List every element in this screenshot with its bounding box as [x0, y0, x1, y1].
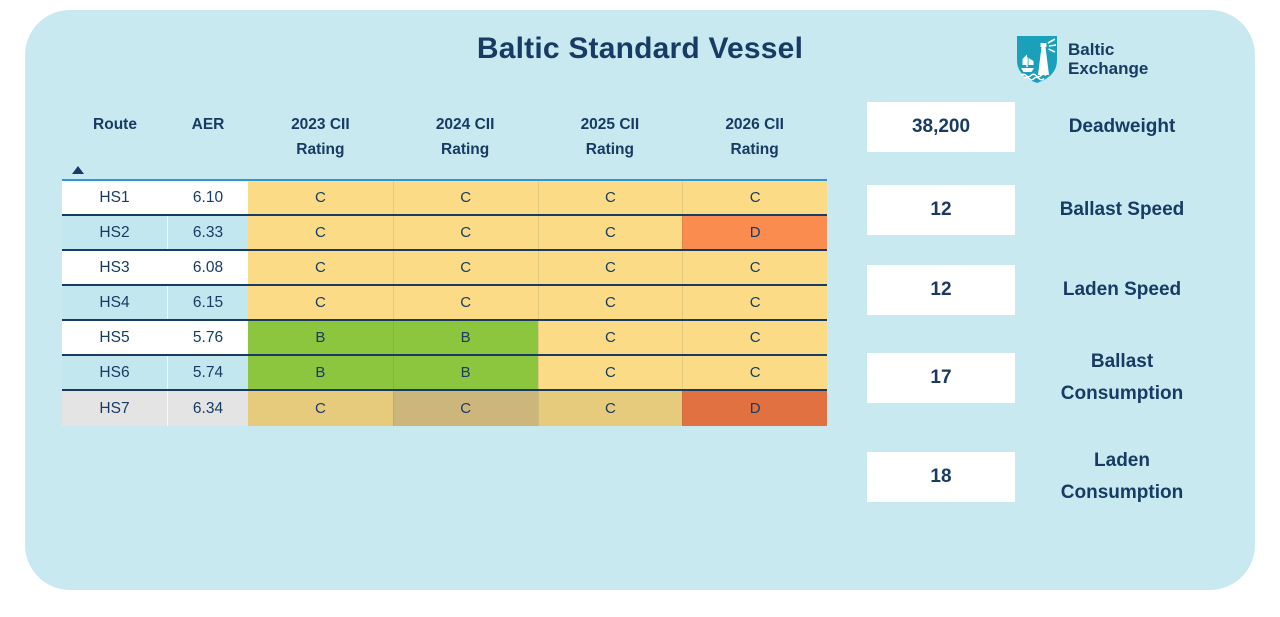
baltic-exchange-wordmark: Baltic Exchange	[1068, 40, 1149, 78]
header-2024-cii[interactable]: 2024 CII Rating	[435, 116, 495, 158]
table-row-hs2: HS2 6.33 C C C D	[62, 216, 827, 251]
aer-cell[interactable]: 6.10	[168, 181, 248, 214]
rating-cell-2024[interactable]: B	[392, 356, 538, 389]
aer-cell[interactable]: 5.76	[168, 321, 248, 354]
rating-cell-2026[interactable]: C	[682, 251, 827, 284]
table-row-hs1: HS1 6.10 C C C C	[62, 181, 827, 216]
rating-cell-2026[interactable]: C	[682, 181, 827, 214]
aer-cell[interactable]: 6.33	[168, 216, 248, 249]
rating-cell-2025[interactable]: C	[537, 321, 683, 354]
aer-cell[interactable]: 6.15	[168, 286, 248, 319]
rating-cell-2023[interactable]: B	[248, 321, 393, 354]
baltic-exchange-shield-icon	[1017, 36, 1057, 83]
ballast-consumption-input[interactable]: 17	[867, 353, 1015, 403]
table-row-hs3: HS3 6.08 C C C C	[62, 251, 827, 286]
rating-cell-2024[interactable]: C	[392, 391, 538, 426]
cii-rating-table: Route AER 2023 CII Rating 2024 CII Ratin…	[62, 105, 827, 426]
aer-cell[interactable]: 5.74	[168, 356, 248, 389]
laden-speed-input[interactable]: 12	[867, 265, 1015, 315]
rating-cell-2025[interactable]: C	[537, 181, 683, 214]
rating-cell-2026[interactable]: D	[682, 391, 827, 426]
parameter-row-ballast-speed: 12 Ballast Speed	[867, 185, 1247, 235]
route-cell[interactable]: HS1	[62, 181, 168, 214]
table-row-hs5: HS5 5.76 B B C C	[62, 321, 827, 356]
rating-cell-2023[interactable]: C	[248, 286, 393, 319]
rating-cell-2025[interactable]: C	[537, 286, 683, 319]
rating-cell-2023[interactable]: B	[248, 356, 393, 389]
route-cell[interactable]: HS7	[62, 391, 168, 426]
rating-cell-2024[interactable]: C	[392, 251, 538, 284]
rating-cell-2023[interactable]: C	[248, 391, 393, 426]
route-cell[interactable]: HS6	[62, 356, 168, 389]
table-header-row: Route AER 2023 CII Rating 2024 CII Ratin…	[62, 105, 827, 181]
parameter-row-deadweight: 38,200 Deadweight	[867, 102, 1247, 152]
route-cell[interactable]: HS4	[62, 286, 168, 319]
route-cell[interactable]: HS2	[62, 216, 168, 249]
ballast-speed-input[interactable]: 12	[867, 185, 1015, 235]
rating-cell-2025[interactable]: C	[537, 251, 683, 284]
rating-cell-2024[interactable]: C	[392, 181, 538, 214]
laden-speed-label: Laden Speed	[1062, 279, 1182, 300]
aer-cell[interactable]: 6.34	[168, 391, 248, 426]
rating-cell-2023[interactable]: C	[248, 181, 393, 214]
header-2026-cii[interactable]: 2026 CII Rating	[725, 116, 784, 158]
table-row-hs4: HS4 6.15 C C C C	[62, 286, 827, 321]
rating-cell-2026[interactable]: D	[682, 216, 827, 249]
deadweight-label: Deadweight	[1068, 116, 1176, 137]
aer-cell[interactable]: 6.08	[168, 251, 248, 284]
ballast-speed-label: Ballast Speed	[1059, 199, 1185, 220]
rating-cell-2026[interactable]: C	[682, 321, 827, 354]
parameter-row-laden-speed: 12 Laden Speed	[867, 265, 1247, 315]
parameter-row-ballast-consumption: 17 Ballast Consumption	[867, 346, 1247, 410]
rating-cell-2023[interactable]: C	[248, 216, 393, 249]
ballast-consumption-label: Ballast Consumption	[1060, 351, 1184, 404]
parameter-row-laden-consumption: 18 Laden Consumption	[867, 445, 1247, 509]
rating-cell-2026[interactable]: C	[682, 356, 827, 389]
table-row-hs7: HS7 6.34 C C C D	[62, 391, 827, 426]
rating-cell-2025[interactable]: C	[537, 216, 683, 249]
route-cell[interactable]: HS3	[62, 251, 168, 284]
rating-cell-2025[interactable]: C	[537, 391, 683, 426]
laden-consumption-label: Laden Consumption	[1060, 450, 1184, 503]
rating-cell-2024[interactable]: B	[392, 321, 538, 354]
baltic-exchange-logo: Baltic Exchange	[1015, 34, 1148, 84]
rating-cell-2024[interactable]: C	[392, 286, 538, 319]
header-route[interactable]: Route	[93, 116, 137, 133]
rating-cell-2023[interactable]: C	[248, 251, 393, 284]
dashboard-card: Baltic Standard Vessel Baltic Exchange R…	[25, 10, 1255, 590]
rating-cell-2025[interactable]: C	[537, 356, 683, 389]
rating-cell-2024[interactable]: C	[392, 216, 538, 249]
page-title: Baltic Standard Vessel	[476, 32, 804, 65]
header-2023-cii[interactable]: 2023 CII Rating	[291, 116, 350, 158]
rating-cell-2026[interactable]: C	[682, 286, 827, 319]
header-2025-cii[interactable]: 2025 CII Rating	[580, 116, 640, 158]
laden-consumption-input[interactable]: 18	[867, 452, 1015, 502]
header-aer[interactable]: AER	[191, 116, 225, 133]
table-row-hs6: HS6 5.74 B B C C	[62, 356, 827, 391]
route-cell[interactable]: HS5	[62, 321, 168, 354]
deadweight-input[interactable]: 38,200	[867, 102, 1015, 152]
sort-ascending-icon[interactable]	[72, 166, 84, 174]
